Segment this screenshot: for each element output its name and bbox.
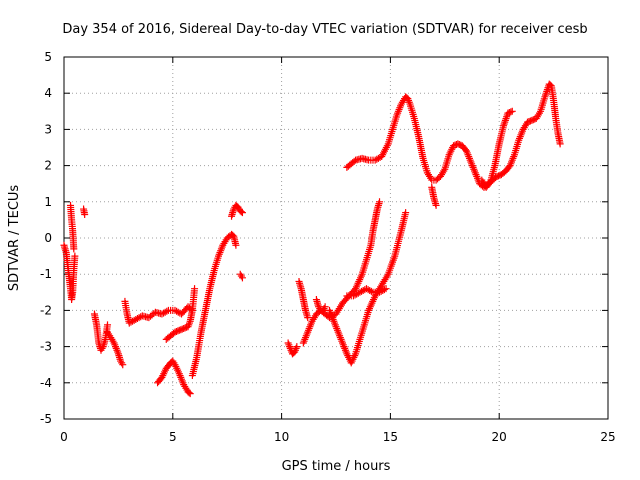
data-point — [367, 287, 375, 295]
data-point — [304, 314, 312, 322]
data-point — [376, 198, 384, 206]
data-point — [238, 274, 246, 282]
y-tick-label: 0 — [44, 231, 52, 245]
data-point — [432, 201, 440, 209]
data-point — [237, 272, 245, 280]
data-point — [546, 81, 554, 89]
data-point — [81, 210, 89, 218]
data-points — [60, 80, 564, 398]
y-tick-label: 4 — [44, 86, 52, 100]
data-point — [485, 179, 493, 187]
data-point — [321, 303, 329, 311]
y-tick-label: 1 — [44, 195, 52, 209]
data-point — [186, 390, 194, 398]
x-tick-label: 20 — [492, 430, 507, 444]
data-point — [366, 286, 374, 294]
x-tick-label: 10 — [274, 430, 289, 444]
y-tick-label: 3 — [44, 122, 52, 136]
data-point — [104, 321, 112, 329]
y-tick-labels: -5 -4 -3 -2 -1 0 1 2 3 4 5 — [40, 50, 52, 426]
y-tick-label: -1 — [40, 267, 52, 281]
grid-lines — [64, 57, 608, 419]
data-point — [191, 285, 199, 293]
y-tick-label: -5 — [40, 412, 52, 426]
data-point — [350, 157, 358, 165]
axis-ticks — [63, 56, 609, 420]
data-point — [402, 209, 410, 217]
data-point — [237, 208, 245, 216]
data-point — [374, 154, 382, 162]
data-point — [232, 241, 240, 249]
x-tick-label: 5 — [169, 430, 177, 444]
data-point — [161, 308, 169, 316]
x-tick-label: 25 — [600, 430, 615, 444]
chart-title: Day 354 of 2016, Sidereal Day-to-day VTE… — [62, 22, 587, 37]
data-point — [238, 209, 246, 217]
y-tick-label: -4 — [40, 376, 52, 390]
data-point — [293, 343, 301, 351]
data-point — [163, 307, 171, 315]
data-point — [185, 389, 193, 397]
y-tick-label: 5 — [44, 50, 52, 64]
data-point — [508, 107, 516, 115]
x-tick-labels: 0 5 10 15 20 25 — [60, 430, 615, 444]
data-point — [119, 361, 127, 369]
data-point — [71, 252, 79, 260]
data-point — [380, 286, 388, 294]
y-tick-label: -2 — [40, 303, 52, 317]
data-point — [70, 245, 78, 253]
y-axis-label: SDTVAR / TECUs — [7, 185, 22, 292]
data-point — [507, 108, 515, 116]
x-tick-label: 15 — [383, 430, 398, 444]
data-point — [382, 285, 390, 293]
x-tick-label: 0 — [60, 430, 68, 444]
x-axis-label: GPS time / hours — [282, 459, 391, 474]
y-tick-label: 2 — [44, 159, 52, 173]
data-point — [556, 140, 564, 148]
y-tick-label: -3 — [40, 340, 52, 354]
